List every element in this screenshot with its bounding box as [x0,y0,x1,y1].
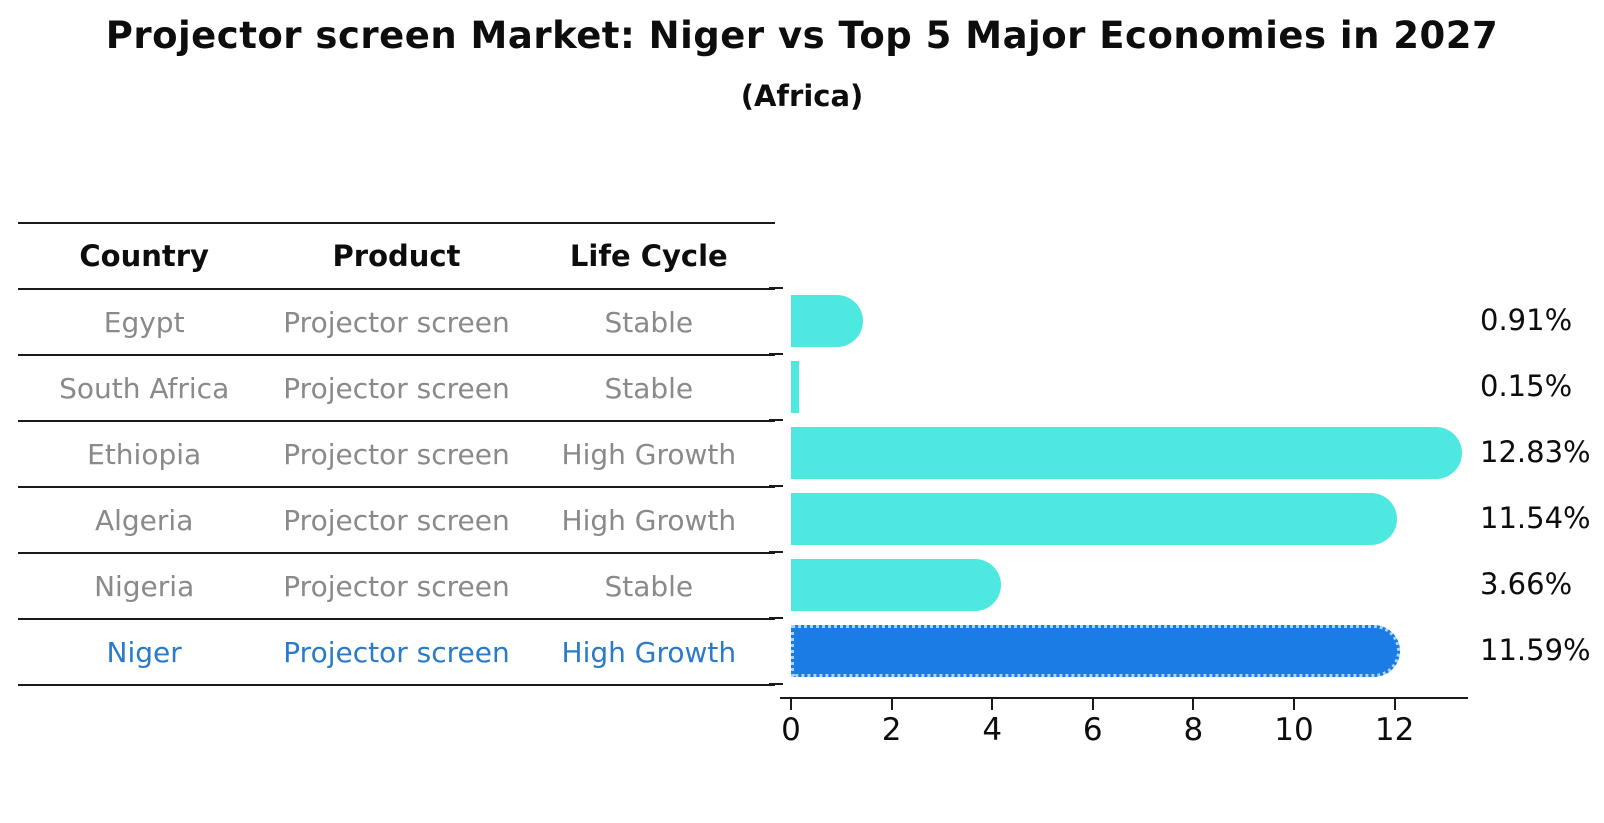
cell-life-cycle: Stable [604,305,694,339]
x-axis-line [780,697,1468,699]
table-row-nigeria: Nigeria Projector screen Stable [18,554,775,620]
y-tick-5 [769,617,783,619]
x-tick-4 [991,699,994,710]
bar-egypt [791,295,863,347]
value-label-south-africa: 0.15% [1480,369,1573,403]
bar-algeria [791,493,1397,545]
x-tick-8 [1192,699,1195,710]
cell-country: South Africa [59,371,230,405]
cell-country: Algeria [94,503,194,537]
y-tick-6 [769,683,783,685]
cell-product: Projector screen [283,305,510,339]
cell-product: Projector screen [283,503,510,537]
bar-nigeria [791,559,1001,611]
table-row-south-africa: South Africa Projector screen Stable [18,356,775,422]
cell-product: Projector screen [283,569,510,603]
cell-country: Nigeria [94,569,195,603]
y-tick-1 [769,353,783,355]
x-tick-0 [790,699,792,710]
value-label-ethiopia: 12.83% [1480,435,1591,469]
table-row-algeria: Algeria Projector screen High Growth [18,488,775,554]
x-tick-12 [1393,699,1396,710]
bar-niger [791,625,1400,677]
value-label-niger: 11.59% [1480,633,1591,667]
value-label-algeria: 11.54% [1480,501,1591,535]
table-row-niger: Niger Projector screen High Growth [18,620,775,686]
cell-life-cycle: Stable [604,569,694,603]
x-tick-label-0: 0 [781,712,801,748]
x-tick-label-6: 6 [1082,712,1103,748]
y-tick-4 [769,551,783,553]
chart-subtitle: (Africa) [740,79,864,113]
y-tick-0 [769,287,783,289]
cell-country: Niger [106,635,182,669]
y-tick-2 [769,419,783,421]
x-tick-label-8: 8 [1183,712,1204,748]
column-header-product: Product [332,239,461,273]
bar-south-africa [791,361,799,413]
x-tick-label-4: 4 [982,712,1003,748]
x-tick-10 [1293,699,1295,710]
table-row-egypt: Egypt Projector screen Stable [18,290,775,356]
chart-title: Projector screen Market: Niger vs Top 5 … [105,14,1499,57]
cell-life-cycle: High Growth [561,437,737,471]
y-tick-3 [769,485,783,487]
cell-life-cycle: High Growth [561,635,737,669]
cell-country: Ethiopia [87,437,202,471]
cell-country: Egypt [103,305,185,339]
cell-product: Projector screen [283,635,510,669]
x-tick-label-12: 12 [1374,712,1415,748]
country-table: Country Product Life Cycle Egypt Projecto… [18,222,775,686]
x-tick-label-10: 10 [1274,712,1314,748]
cell-life-cycle: Stable [604,371,694,405]
cell-product: Projector screen [283,371,510,405]
cell-product: Projector screen [283,437,510,471]
table-body: Egypt Projector screen Stable South Africa P… [18,290,775,686]
x-tick-label-2: 2 [881,712,902,748]
x-tick-2 [890,699,893,710]
cell-life-cycle: High Growth [561,503,737,537]
column-header-country: Country [79,239,209,273]
table-row-ethiopia: Ethiopia Projector screen High Growth [18,422,775,488]
table-header-row: Country Product Life Cycle [18,224,775,290]
column-header-life-cycle: Life Cycle [569,239,728,273]
value-label-nigeria: 3.66% [1480,567,1573,601]
bar-ethiopia [791,427,1462,479]
x-tick-6 [1091,699,1094,710]
value-label-egypt: 0.91% [1480,303,1573,337]
